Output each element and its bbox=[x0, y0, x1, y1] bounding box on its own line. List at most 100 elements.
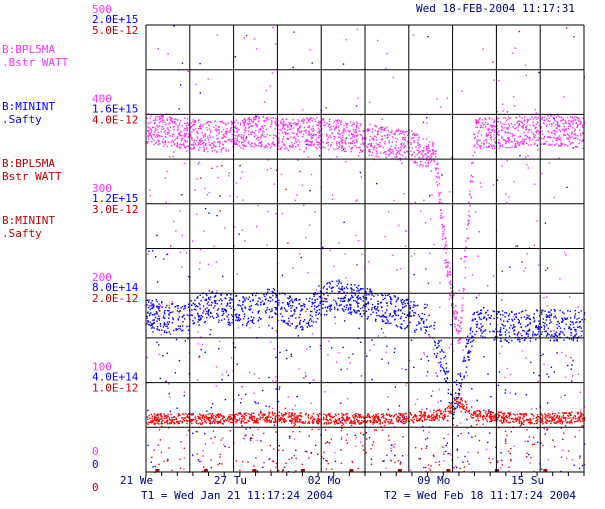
data-point bbox=[232, 319, 234, 321]
data-point bbox=[549, 416, 552, 418]
data-point bbox=[560, 143, 563, 145]
data-point bbox=[183, 129, 185, 131]
data-point bbox=[523, 330, 525, 332]
data-point bbox=[315, 314, 317, 316]
data-point bbox=[582, 126, 584, 129]
data-point bbox=[258, 115, 260, 118]
data-point bbox=[342, 346, 344, 349]
data-point bbox=[405, 415, 408, 418]
data-point bbox=[453, 318, 456, 320]
data-point bbox=[299, 131, 301, 133]
data-point bbox=[245, 297, 248, 299]
data-point bbox=[396, 138, 399, 141]
data-point bbox=[215, 128, 217, 130]
data-point bbox=[329, 412, 331, 415]
data-point bbox=[568, 120, 570, 122]
data-point bbox=[260, 129, 262, 131]
data-point bbox=[184, 127, 186, 130]
data-point bbox=[487, 314, 489, 316]
legend-item-name: B:MININT bbox=[2, 214, 55, 227]
data-point bbox=[355, 130, 358, 133]
data-point bbox=[414, 201, 416, 204]
data-point bbox=[382, 460, 384, 462]
data-point bbox=[557, 121, 559, 123]
data-point bbox=[343, 300, 346, 302]
data-point bbox=[351, 296, 353, 298]
data-point bbox=[157, 126, 159, 128]
data-point bbox=[227, 130, 229, 133]
data-point bbox=[160, 422, 162, 425]
data-point bbox=[565, 254, 567, 256]
data-point bbox=[341, 297, 343, 300]
data-point bbox=[411, 130, 413, 132]
data-point bbox=[146, 317, 148, 319]
data-point bbox=[413, 151, 415, 153]
legend: B:BPL5MA.Bstr WATTB:MININT.SaftyB:BPL5MA… bbox=[2, 43, 69, 240]
data-point bbox=[321, 133, 323, 135]
data-point bbox=[272, 26, 274, 29]
data-point bbox=[197, 331, 199, 333]
data-point bbox=[208, 304, 210, 306]
data-point bbox=[422, 425, 424, 428]
data-point bbox=[158, 306, 161, 308]
data-point bbox=[207, 151, 209, 153]
data-point bbox=[187, 70, 189, 72]
data-point bbox=[485, 121, 487, 123]
data-point bbox=[235, 143, 238, 145]
data-point bbox=[214, 420, 217, 422]
data-point bbox=[579, 391, 582, 393]
data-point bbox=[183, 145, 185, 147]
data-point bbox=[178, 316, 181, 318]
data-point bbox=[244, 119, 247, 121]
data-point bbox=[152, 322, 154, 325]
data-point bbox=[504, 140, 507, 142]
data-point bbox=[152, 306, 154, 309]
data-point bbox=[169, 333, 172, 335]
data-point bbox=[192, 454, 194, 456]
data-point bbox=[535, 126, 537, 128]
data-point bbox=[425, 329, 427, 331]
data-point bbox=[387, 149, 390, 152]
data-point bbox=[518, 143, 520, 146]
data-point bbox=[380, 131, 382, 133]
data-point bbox=[565, 122, 567, 124]
data-point bbox=[289, 301, 291, 303]
data-point bbox=[541, 172, 543, 175]
data-point bbox=[517, 318, 519, 320]
data-point bbox=[183, 162, 186, 165]
data-point bbox=[400, 323, 402, 325]
data-point bbox=[292, 146, 294, 148]
data-point bbox=[147, 113, 150, 115]
data-point bbox=[522, 138, 524, 140]
data-point bbox=[575, 119, 577, 121]
data-point bbox=[509, 147, 511, 149]
data-point bbox=[317, 313, 320, 315]
data-point bbox=[369, 417, 371, 419]
data-point bbox=[502, 123, 504, 125]
data-point bbox=[164, 317, 166, 319]
data-point bbox=[500, 334, 503, 336]
data-point bbox=[215, 261, 218, 263]
data-point bbox=[507, 116, 510, 118]
data-point bbox=[323, 423, 325, 425]
data-point bbox=[318, 146, 320, 148]
data-point bbox=[430, 395, 433, 397]
data-point bbox=[206, 194, 208, 196]
data-point bbox=[295, 317, 297, 319]
data-point bbox=[420, 317, 422, 320]
data-point bbox=[373, 139, 375, 141]
data-point bbox=[243, 124, 245, 126]
data-point bbox=[216, 34, 218, 36]
data-point bbox=[359, 149, 362, 151]
data-point bbox=[240, 402, 242, 404]
data-point bbox=[301, 184, 304, 186]
data-point bbox=[469, 193, 471, 195]
data-point bbox=[372, 311, 374, 313]
data-point bbox=[393, 311, 395, 313]
data-point bbox=[406, 298, 409, 300]
data-point bbox=[445, 259, 447, 261]
data-point bbox=[164, 121, 166, 123]
data-point bbox=[509, 412, 511, 414]
data-point bbox=[239, 165, 241, 167]
data-point bbox=[479, 309, 482, 311]
